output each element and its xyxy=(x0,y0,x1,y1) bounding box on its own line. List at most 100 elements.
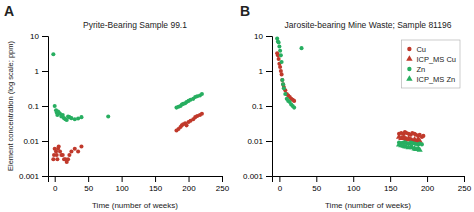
point xyxy=(51,52,55,56)
point xyxy=(300,46,304,50)
panel: 0 50 100 150 200 250 0.001 0.01 0.1 1 10 Jarosite-b… xyxy=(240,3,472,210)
tick-mark xyxy=(427,176,428,182)
panel: 0501001502002500.0010.010.1110Pyrite-Bea… xyxy=(4,3,230,210)
point xyxy=(420,142,424,146)
point xyxy=(277,41,281,45)
point xyxy=(53,104,57,108)
tick-label: 1 xyxy=(259,67,264,76)
tick-mark xyxy=(189,176,190,182)
legend-marker xyxy=(406,75,412,81)
tick: 0.01 xyxy=(23,137,48,146)
tick: 250 xyxy=(458,176,472,193)
tick-mark xyxy=(42,71,48,72)
y-axis-title: Element concentration (log scale; ppm) xyxy=(6,40,15,171)
tick: 100 xyxy=(347,176,361,193)
tick: 0.001 xyxy=(19,172,48,181)
tick: 0 xyxy=(53,176,58,193)
point xyxy=(200,92,204,96)
tick-mark xyxy=(42,106,48,107)
tick-mark xyxy=(88,176,89,182)
tick: 150 xyxy=(384,176,398,193)
tick-mark xyxy=(42,141,48,142)
axis-line xyxy=(273,177,465,183)
tick: 200 xyxy=(421,176,435,193)
tick-label: 0.1 xyxy=(28,102,40,111)
tick: 0 xyxy=(278,176,283,193)
tick: 0.01 xyxy=(247,137,272,146)
point xyxy=(280,72,284,76)
tick-label: 0 xyxy=(278,184,283,193)
point xyxy=(57,144,61,148)
tick-label: 50 xyxy=(312,184,321,193)
x-axis-title: Time (number of weeks) xyxy=(325,201,411,210)
tick-mark xyxy=(222,176,223,182)
series xyxy=(396,141,423,152)
tick-mark xyxy=(266,106,272,107)
tick-mark xyxy=(316,176,317,182)
tick-label: 100 xyxy=(347,184,361,193)
point xyxy=(73,117,77,121)
tick-mark xyxy=(122,176,123,182)
x-axis-title: Time (number of weeks) xyxy=(92,201,178,210)
point xyxy=(61,153,65,157)
tick-mark xyxy=(266,176,272,177)
tick-mark xyxy=(390,176,391,182)
point xyxy=(292,99,296,103)
point xyxy=(292,106,296,110)
point xyxy=(106,115,110,119)
point xyxy=(67,153,71,157)
tick-mark xyxy=(353,176,354,182)
point xyxy=(280,60,284,64)
tick-label: 0.01 xyxy=(23,137,39,146)
tick: 0.001 xyxy=(243,172,272,181)
tick-mark xyxy=(266,36,272,37)
tick-mark xyxy=(279,176,280,182)
tick: 10 xyxy=(254,32,272,41)
tick-label: 250 xyxy=(216,184,230,193)
point xyxy=(69,150,73,154)
tick: 150 xyxy=(149,176,163,193)
axis-line xyxy=(266,37,273,177)
tick-label: 100 xyxy=(115,184,129,193)
point xyxy=(200,112,204,116)
tick-label: 50 xyxy=(84,184,93,193)
tick: 250 xyxy=(216,176,230,193)
legend-frame xyxy=(401,40,460,88)
point xyxy=(79,144,83,148)
y-axis: 0.0010.010.1110 xyxy=(19,32,49,181)
legend-marker xyxy=(406,55,412,61)
point xyxy=(79,115,83,119)
point xyxy=(278,49,282,53)
tick-label: 0.01 xyxy=(247,137,263,146)
tick-mark xyxy=(266,71,272,72)
tick-mark xyxy=(464,176,465,182)
point xyxy=(51,157,55,161)
legend-marker xyxy=(407,47,411,51)
tick-label: 250 xyxy=(458,184,472,193)
panel-label: A xyxy=(4,3,14,19)
point xyxy=(282,86,286,90)
point xyxy=(281,82,285,86)
point xyxy=(277,45,281,49)
title: Pyrite-Bearing Sample 99.1 xyxy=(83,20,187,30)
tick: 50 xyxy=(312,176,321,193)
tick-mark xyxy=(266,141,272,142)
point xyxy=(55,157,59,161)
tick-label: 1 xyxy=(35,67,40,76)
tick-mark xyxy=(55,176,56,182)
tick-mark xyxy=(42,176,48,177)
tick-mark xyxy=(42,36,48,37)
tick-label: 0.1 xyxy=(252,102,264,111)
point xyxy=(184,123,188,127)
tick: 50 xyxy=(84,176,93,193)
point xyxy=(281,82,285,86)
tick: 1 xyxy=(259,67,272,76)
point xyxy=(279,69,283,73)
tick-label: 200 xyxy=(182,184,196,193)
tick-label: 150 xyxy=(149,184,163,193)
title: Jarosite-bearing Mine Waste; Sample 8119… xyxy=(285,20,452,30)
tick-label: 0 xyxy=(53,184,58,193)
point xyxy=(280,78,284,82)
point xyxy=(421,134,425,138)
point xyxy=(73,147,77,151)
